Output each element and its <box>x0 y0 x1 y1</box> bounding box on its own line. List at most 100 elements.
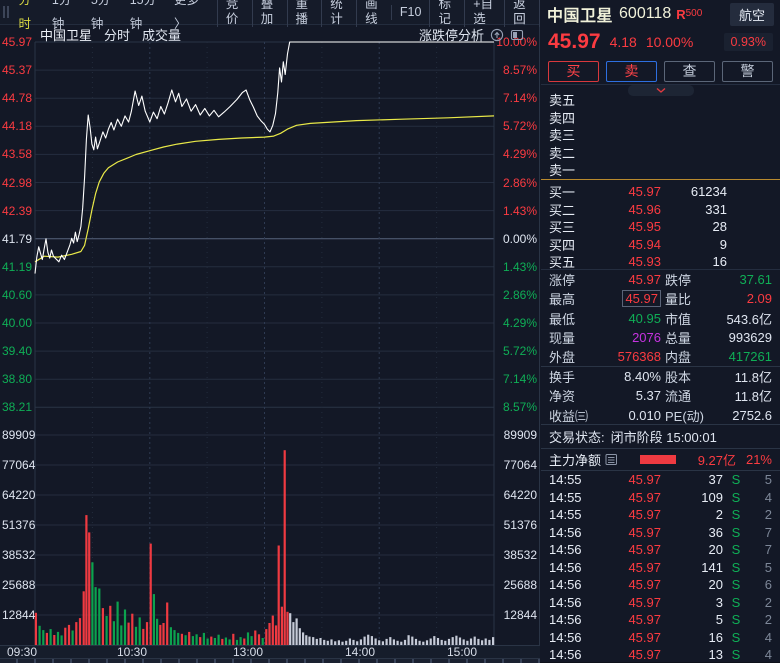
tick-trade-list[interactable]: 14:55 45.97 37 S 5 14:55 45.97 109 S 4 14:55 45.97 2… <box>541 470 780 662</box>
price-row: 45.97 4.18 10.00% 0.93% <box>541 28 780 56</box>
plain-button[interactable]: 警 <box>722 60 773 82</box>
plain-button[interactable]: 查 <box>664 60 715 82</box>
period-tab[interactable]: 更多 〉 <box>174 0 200 31</box>
trade-count: 2 <box>764 612 772 628</box>
stat-value: 11.8亿 <box>734 370 772 386</box>
time-axis: 09:30 10:30 13:00 14:00 15:00 <box>0 645 540 659</box>
stats-row: 收益㈢ 0.010 PE(动) 2752.6 <box>541 406 780 425</box>
stat-value: 37.61 <box>739 272 772 288</box>
expand-up-icon[interactable] <box>490 28 504 42</box>
trade-row: 14:56 45.97 16 S 4 <box>541 629 780 647</box>
main-force-pct: 21% <box>745 452 772 467</box>
price-axis-label: 42.98 <box>2 175 33 190</box>
trade-volume: 13 <box>708 647 723 662</box>
trade-volume: 36 <box>708 524 723 540</box>
sector-button[interactable]: 航空 <box>729 2 774 26</box>
trade-time: 14:56 <box>549 559 582 575</box>
trade-side: S <box>731 559 741 575</box>
bid-price: 45.95 <box>628 219 661 235</box>
stat-label: 换手 <box>549 370 576 386</box>
trade-time: 14:55 <box>549 472 582 488</box>
period-tab[interactable]: 分时 <box>18 0 31 31</box>
trade-price: 45.97 <box>628 594 661 610</box>
ask-row[interactable]: 卖一 <box>541 160 780 178</box>
intraday-plot[interactable]: 45.97 45.37 44.78 44.18 43.58 42.98 42.39 41.79… <box>0 0 540 662</box>
stats-block-2: 换手 8.40% 股本 11.8亿 净资 5.37 流通 11.8亿 收益㈢ 0.010 PE(动)… <box>541 366 780 424</box>
volume-axis-label: 38532 <box>2 548 36 562</box>
panel-toggle-icon[interactable] <box>510 28 524 42</box>
ask-row[interactable]: 卖二 <box>541 143 780 161</box>
trade-row: 14:55 45.97 2 S 2 <box>541 506 780 524</box>
bottom-scroll-strip[interactable] <box>0 658 540 663</box>
stat-label: 股本 <box>665 370 692 386</box>
ask-row[interactable]: 卖三 <box>541 125 780 143</box>
trade-volume: 16 <box>708 629 723 645</box>
collapse-pill[interactable] <box>627 85 694 96</box>
period-tab[interactable]: 15分钟 <box>129 0 157 31</box>
pct-axis-label: 7.14% <box>502 91 537 106</box>
toolbar-button[interactable]: 返回 <box>504 0 541 27</box>
limit-analysis-link[interactable]: 涨跌停分析 <box>418 28 484 43</box>
bid-row[interactable]: 买五 45.93 16 <box>541 252 780 270</box>
stat-value: 2076 <box>632 330 661 346</box>
trade-side: S <box>731 507 741 523</box>
buy-button[interactable]: 买 <box>548 60 599 82</box>
trade-price: 45.97 <box>628 524 661 540</box>
trade-row: 14:56 45.97 36 S 7 <box>541 524 780 542</box>
trade-time: 14:56 <box>549 594 582 610</box>
bid-label: 买五 <box>549 255 576 271</box>
ask-label: 卖五 <box>549 93 576 108</box>
bid-row[interactable]: 买一 45.97 61234 <box>541 182 780 200</box>
bid-row[interactable]: 买二 45.96 331 <box>541 200 780 218</box>
trade-side: S <box>731 647 741 662</box>
volume-axis-label: 64220 <box>503 488 537 502</box>
trade-count: 2 <box>764 594 772 610</box>
trade-count: 7 <box>764 524 772 540</box>
period-tab[interactable]: 1分钟 <box>51 0 72 31</box>
bid-row[interactable]: 买四 45.94 9 <box>541 235 780 253</box>
toolbar-button[interactable]: +自选 <box>464 0 504 27</box>
ask-row[interactable]: 卖四 <box>541 108 780 126</box>
pct-axis-label: 8.57% <box>502 400 537 415</box>
toolbar-button[interactable]: 统计 <box>321 0 356 27</box>
period-tabs: 分时 1分钟 5分钟 15分钟 更多 〉 <box>11 0 212 31</box>
stat-value: 40.95 <box>628 310 661 326</box>
time-axis-label: 15:00 <box>446 645 478 659</box>
trade-row: 14:56 45.97 20 S 7 <box>541 541 780 559</box>
price-axis-label: 39.40 <box>2 344 33 359</box>
toolbar-button[interactable]: 竞价 <box>216 0 252 27</box>
ask-row[interactable]: 卖五 <box>541 90 780 108</box>
price-change-pct: 10.00% <box>645 34 694 50</box>
bid-price: 45.97 <box>628 183 661 199</box>
stat-label: 外盘 <box>549 350 576 366</box>
toolbar-button[interactable]: 叠加 <box>251 0 287 27</box>
trade-volume: 37 <box>708 472 723 488</box>
time-axis-label: 09:30 <box>6 645 38 659</box>
toolbar-button[interactable]: 标记 <box>429 0 464 27</box>
period-tab[interactable]: 5分钟 <box>90 0 111 31</box>
toolbar-button[interactable]: 画线 <box>356 0 391 27</box>
trade-count: 4 <box>764 489 772 505</box>
trade-side: S <box>731 472 741 488</box>
list-icon[interactable] <box>605 453 618 466</box>
price-axis-label: 38.21 <box>2 400 33 415</box>
trade-side: S <box>731 542 741 558</box>
sell-button[interactable]: 卖 <box>606 60 657 82</box>
chart-title-bar: 中国卫星 分时 成交量 涨跌停分析 <box>0 24 540 44</box>
volume-axis-label: 64220 <box>2 488 36 502</box>
bid-row[interactable]: 买三 45.95 28 <box>541 217 780 235</box>
volume-axis-label: 25688 <box>2 578 36 592</box>
stat-value: 5.37 <box>635 388 661 404</box>
trade-status-value: 闭市阶段 15:00:01 <box>610 430 717 445</box>
trade-count: 5 <box>764 559 772 575</box>
toolbar-button[interactable]: F10 <box>390 4 430 20</box>
toolbar-button[interactable]: 重播 <box>286 0 322 27</box>
trade-volume: 5 <box>715 612 723 628</box>
trade-price: 45.97 <box>628 542 661 558</box>
trade-count: 4 <box>764 629 772 645</box>
pct-axis-label: 2.86% <box>502 287 537 302</box>
intraday-chart-svg <box>34 41 495 646</box>
bid-price: 45.94 <box>628 236 661 252</box>
trade-time: 14:55 <box>549 507 582 523</box>
